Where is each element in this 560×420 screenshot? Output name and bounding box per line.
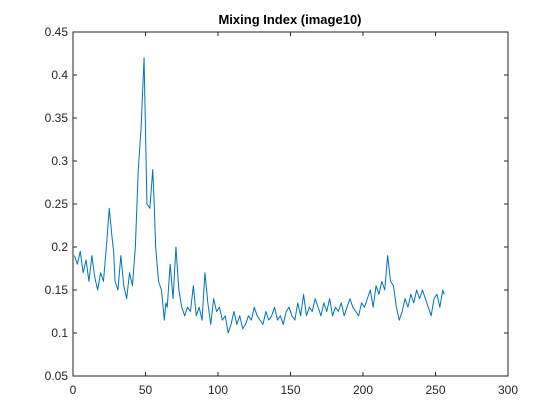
x-tick-label: 0 [70,383,77,397]
x-tick-label: 300 [498,383,518,397]
plot-frame [72,31,509,377]
y-axis-ticks: 0.05 0.1 0.15 0.2 0.25 0.3 0.35 0.4 0.45 [45,25,508,383]
y-tick-label: 0.2 [51,240,68,254]
y-tick-label: 0.3 [51,154,68,168]
y-tick-label: 0.25 [45,197,69,211]
x-tick-label: 250 [425,383,445,397]
y-tick-label: 0.05 [45,369,69,383]
y-tick-label: 0.35 [45,111,69,125]
y-tick-label: 0.1 [51,326,68,340]
chart-title: Mixing Index (image10) [218,12,361,27]
x-tick-label: 50 [139,383,153,397]
plot-background [73,32,508,376]
y-tick-label: 0.45 [45,25,69,39]
x-axis-ticks: 0 50 100 150 200 250 300 [70,32,518,397]
x-tick-label: 100 [208,383,228,397]
x-tick-label: 150 [280,383,300,397]
y-tick-label: 0.15 [45,283,69,297]
y-tick-label: 0.4 [51,68,68,82]
x-tick-label: 200 [353,383,373,397]
series-line [73,57,445,334]
